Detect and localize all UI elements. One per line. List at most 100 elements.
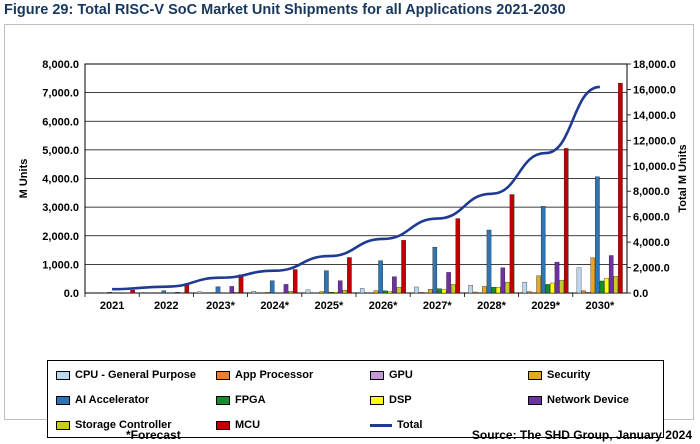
y2-tick-label: 2,000.0 bbox=[633, 263, 670, 275]
bar bbox=[509, 194, 515, 294]
legend-item: MCU bbox=[216, 419, 260, 431]
bar bbox=[197, 291, 202, 294]
bar bbox=[324, 270, 329, 294]
bar bbox=[269, 280, 275, 294]
legend-label: MCU bbox=[235, 419, 261, 431]
bar bbox=[585, 291, 591, 294]
bar bbox=[342, 289, 348, 294]
bar bbox=[378, 260, 383, 294]
bar bbox=[107, 291, 112, 294]
bar bbox=[283, 284, 289, 294]
bar bbox=[455, 218, 461, 294]
legend-label: Total bbox=[397, 419, 423, 431]
bar bbox=[337, 280, 343, 294]
bar bbox=[161, 290, 167, 294]
bar bbox=[143, 292, 148, 294]
y2-tick-label: 0.0 bbox=[633, 288, 648, 300]
y-tick-label: 6,000.0 bbox=[42, 116, 79, 128]
legend-label: Storage Controller bbox=[75, 419, 172, 431]
y-tick-label: 7,000.0 bbox=[42, 88, 79, 100]
bar bbox=[550, 282, 555, 294]
figure-title: Figure 29: Total RISC-V SoC Market Unit … bbox=[4, 2, 566, 18]
x-tick-label: 2029* bbox=[531, 300, 560, 312]
bar bbox=[545, 284, 551, 294]
legend-swatch bbox=[370, 395, 384, 405]
chart-legend: CPU - General Purpose App Processor GPU Sec… bbox=[47, 360, 664, 438]
legend-item: GPU bbox=[370, 369, 413, 381]
bar bbox=[292, 269, 298, 294]
bar bbox=[319, 291, 325, 294]
forecast-footnote: *Forecast bbox=[126, 428, 181, 442]
bar bbox=[531, 292, 537, 294]
x-tick-label: 2030* bbox=[586, 300, 615, 312]
bar bbox=[418, 292, 424, 294]
legend-swatch bbox=[528, 395, 542, 405]
bar bbox=[333, 291, 338, 294]
legend-label: DSP bbox=[389, 394, 412, 406]
bar bbox=[305, 289, 311, 294]
bar bbox=[590, 257, 596, 294]
bar bbox=[265, 291, 270, 294]
bar bbox=[536, 275, 541, 294]
legend-swatch bbox=[528, 370, 542, 380]
y2-axis-title: Total M Units bbox=[677, 144, 689, 212]
bar bbox=[559, 279, 564, 294]
y2-tick-label: 12,000.0 bbox=[633, 135, 676, 147]
legend-swatch bbox=[216, 395, 230, 405]
legend-label: AI Accelerator bbox=[75, 394, 150, 406]
bar bbox=[608, 255, 614, 294]
bar bbox=[414, 286, 419, 294]
bar bbox=[382, 290, 388, 294]
legend-item: DSP bbox=[370, 394, 412, 406]
bar bbox=[486, 229, 492, 294]
bar bbox=[576, 267, 582, 294]
total-line bbox=[112, 85, 601, 291]
legend-swatch bbox=[56, 420, 70, 430]
legend-label: FPGA bbox=[235, 394, 266, 406]
y2-tick-label: 4,000.0 bbox=[633, 237, 670, 249]
x-tick-label: 2024* bbox=[260, 300, 289, 312]
bar bbox=[604, 277, 609, 294]
legend-swatch bbox=[216, 370, 230, 380]
x-tick-label: 2021 bbox=[100, 300, 124, 312]
bar bbox=[595, 176, 600, 294]
bar bbox=[500, 267, 506, 294]
bar bbox=[373, 290, 379, 294]
x-tick-label: 2027* bbox=[423, 300, 452, 312]
bar bbox=[495, 287, 501, 294]
x-tick-label: 2025* bbox=[315, 300, 344, 312]
y-tick-label: 0.0 bbox=[64, 288, 79, 300]
bar bbox=[427, 289, 433, 294]
bar bbox=[472, 291, 478, 294]
bar bbox=[215, 286, 221, 294]
bar bbox=[238, 274, 244, 294]
y-tick-label: 1,000.0 bbox=[42, 259, 79, 271]
y2-tick-label: 6,000.0 bbox=[633, 212, 670, 224]
bar bbox=[599, 280, 605, 294]
legend-swatch bbox=[56, 395, 70, 405]
y-tick-label: 8,000.0 bbox=[42, 59, 79, 71]
bar bbox=[482, 286, 487, 294]
legend-item: Storage Controller bbox=[56, 419, 172, 431]
bar bbox=[468, 285, 473, 294]
legend-swatch bbox=[370, 370, 384, 380]
y-axis-title: M Units bbox=[18, 159, 30, 199]
legend-item: Network Device bbox=[528, 394, 629, 406]
legend-item: Security bbox=[528, 369, 590, 381]
bar bbox=[437, 288, 442, 294]
y-tick-label: 4,000.0 bbox=[42, 174, 79, 186]
bar bbox=[563, 148, 569, 294]
bar bbox=[392, 276, 397, 294]
bar bbox=[234, 291, 239, 294]
bar bbox=[441, 289, 447, 294]
bar bbox=[522, 281, 528, 294]
legend-label: Network Device bbox=[547, 394, 629, 406]
bar bbox=[505, 281, 510, 294]
chart-svg: 0.0 1,000.0 2,000.0 3,000.0 4,000.0 5,000.0 6,… bbox=[18, 59, 689, 312]
bar bbox=[554, 261, 560, 294]
bar bbox=[347, 257, 352, 294]
y-tick-label: 3,000.0 bbox=[42, 202, 79, 214]
chart-frame: 0.0 1,000.0 2,000.0 3,000.0 4,000.0 5,000.0 6,… bbox=[4, 24, 694, 438]
y-tick-label: 2,000.0 bbox=[42, 231, 79, 243]
bar bbox=[432, 247, 438, 294]
